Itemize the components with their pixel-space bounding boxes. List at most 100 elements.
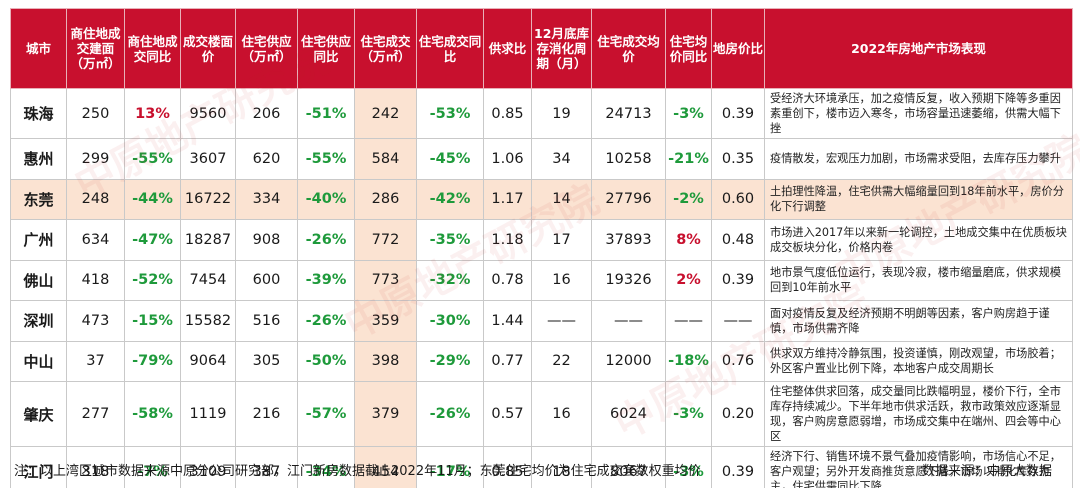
cell-market-performance: 供求双方维持冷静氛围，投资谨慎，刚改观望，市场胶着；外区客户置业比例下降，本地客… (764, 340, 1073, 382)
header-avg-price-yoy: 住宅均价同比 (665, 8, 712, 89)
cell-deal: 379 (354, 381, 417, 447)
table-row: 珠海 250 13% 9560 206 -51% 242 -53% 0.85 19 24713 -3%… (10, 88, 1073, 139)
cell-inventory-cycle: 17 (531, 219, 592, 261)
cell-supply: 516 (235, 300, 298, 342)
cell-supply-demand-ratio: 0.85 (483, 88, 532, 139)
table-row: 广州 634 -47% 18287 908 -26% 772 -35% 1.18 17 37893 8… (10, 219, 1073, 261)
cell-deal-yoy: -30% (416, 300, 484, 342)
cell-avg-price-yoy: -3% (665, 381, 712, 447)
cell-land-house-ratio: 0.39 (711, 259, 765, 301)
cell-avg-price: 19326 (591, 259, 666, 301)
cell-supply: 620 (235, 138, 298, 180)
cell-supply: 305 (235, 340, 298, 382)
cell-supply-yoy: -57% (297, 381, 355, 447)
cell-deal: 454 (354, 446, 417, 488)
cell-supply-yoy: -40% (297, 178, 355, 220)
cell-city: 广州 (10, 219, 67, 261)
cell-floor-price: 1119 (180, 381, 236, 447)
cell-supply: 334 (235, 178, 298, 220)
cell-supply-yoy: -26% (297, 219, 355, 261)
cell-inventory-cycle: 16 (531, 259, 592, 301)
header-city: 城市 (10, 8, 67, 89)
cell-avg-price-yoy: -21% (665, 138, 712, 180)
cell-land-area: 277 (66, 381, 125, 447)
cell-land-area-yoy: -47% (124, 219, 181, 261)
table-row: 惠州 299 -55% 3607 620 -55% 584 -45% 1.06 34 10258 -2… (10, 138, 1073, 180)
cell-land-area: 299 (66, 138, 125, 180)
cell-floor-price: 15582 (180, 300, 236, 342)
market-table: 城市 商住地成交建面（万㎡） 商住地成交同比 成交楼面价 住宅供应（万㎡） 住宅… (10, 8, 1073, 488)
cell-land-house-ratio: 0.39 (711, 88, 765, 139)
cell-inventory-cycle: 34 (531, 138, 592, 180)
cell-city: 肇庆 (10, 381, 67, 447)
cell-deal-yoy: -26% (416, 381, 484, 447)
cell-avg-price: 12000 (591, 340, 666, 382)
cell-land-house-ratio: 0.35 (711, 138, 765, 180)
cell-floor-price: 9064 (180, 340, 236, 382)
cell-inventory-cycle: 22 (531, 340, 592, 382)
header-deal: 住宅成交（万㎡） (354, 8, 417, 89)
cell-land-area-yoy: -55% (124, 138, 181, 180)
footer-source: 数据来源：中原大数据 (921, 464, 1052, 479)
cell-avg-price-yoy: -3% (665, 446, 712, 488)
cell-supply-yoy: -55% (297, 138, 355, 180)
cell-floor-price: 3607 (180, 138, 236, 180)
cell-deal: 584 (354, 138, 417, 180)
cell-inventory-cycle: 14 (531, 178, 592, 220)
cell-supply: 600 (235, 259, 298, 301)
cell-floor-price: 16722 (180, 178, 236, 220)
cell-land-house-ratio: 0.39 (711, 446, 765, 488)
cell-city: 珠海 (10, 88, 67, 139)
header-land-area: 商住地成交建面（万㎡） (66, 8, 125, 89)
cell-supply-demand-ratio: 1.44 (483, 300, 532, 342)
cell-land-area: 418 (66, 259, 125, 301)
table-row: 东莞 248 -44% 16722 334 -40% 286 -42% 1.17 14 27796-… (10, 178, 1073, 220)
table-row: 中山 37 -79% 9064 305 -50% 398 -29% 0.77 22 12000 -18… (10, 340, 1073, 382)
cell-city: 东莞 (10, 178, 67, 220)
cell-land-house-ratio: 0.60 (711, 178, 765, 220)
cell-city: 中山 (10, 340, 67, 382)
cell-land-area-yoy: -44% (124, 178, 181, 220)
cell-land-house-ratio: 0.76 (711, 340, 765, 382)
cell-avg-price: 27796 (591, 178, 666, 220)
cell-market-performance: 受经济大环境承压，加之疫情反复，收入预期下降等多重因素重创下，楼市迈入寒冬，市场… (764, 88, 1073, 139)
cell-supply-demand-ratio: 1.06 (483, 138, 532, 180)
cell-city: 惠州 (10, 138, 67, 180)
cell-land-area-yoy: 13% (124, 88, 181, 139)
cell-avg-price: 37893 (591, 219, 666, 261)
cell-supply-demand-ratio: 1.17 (483, 178, 532, 220)
cell-city: 江门 (10, 446, 67, 488)
cell-floor-price: 9560 (180, 88, 236, 139)
table-row: 佛山 418 -52% 7454 600 -39% 773 -32% 0.78 16 19326 2%… (10, 259, 1073, 301)
cell-deal-yoy: -42% (416, 178, 484, 220)
cell-supply-demand-ratio: 0.77 (483, 340, 532, 382)
cell-avg-price-yoy: 8% (665, 219, 712, 261)
cell-supply-demand-ratio: 0.85 (483, 446, 532, 488)
footer-note: 注：以上湾区城市数据来源中原分公司研究部，江门新房数据截止2022年11月；东莞… (14, 464, 701, 479)
cell-deal: 286 (354, 178, 417, 220)
cell-land-house-ratio: 0.20 (711, 381, 765, 447)
header-land-area-yoy: 商住地成交同比 (124, 8, 181, 89)
cell-supply-yoy: -26% (297, 300, 355, 342)
header-inventory-cycle: 12月底库存消化周期（月） (531, 8, 592, 89)
table-row: 肇庆 277 -58% 1119 216 -57% 379 -26% 0.57 16 6024 -3%… (10, 381, 1073, 447)
cell-avg-price: 6024 (591, 381, 666, 447)
cell-avg-price-yoy: 2% (665, 259, 712, 301)
cell-land-house-ratio: 0.48 (711, 219, 765, 261)
cell-deal: 772 (354, 219, 417, 261)
cell-city: 深圳 (10, 300, 67, 342)
footer: 注：以上湾区城市数据来源中原分公司研究部，江门新房数据截止2022年11月；东莞… (14, 462, 1072, 482)
cell-deal-yoy: -35% (416, 219, 484, 261)
cell-deal-yoy: -29% (416, 340, 484, 382)
cell-land-area: 248 (66, 178, 125, 220)
cell-deal-yoy: -32% (416, 259, 484, 301)
header-market-performance: 2022年房地产市场表现 (764, 8, 1073, 89)
cell-land-area: 318 (66, 446, 125, 488)
cell-avg-price: —— (591, 300, 666, 342)
cell-market-performance: 土拍理性降温，住宅供需大幅缩量回到18年前水平，房价分化下行调整 (764, 178, 1073, 220)
cell-supply-demand-ratio: 1.18 (483, 219, 532, 261)
cell-supply: 206 (235, 88, 298, 139)
cell-supply-yoy: -50% (297, 340, 355, 382)
cell-supply: 216 (235, 381, 298, 447)
cell-deal: 359 (354, 300, 417, 342)
